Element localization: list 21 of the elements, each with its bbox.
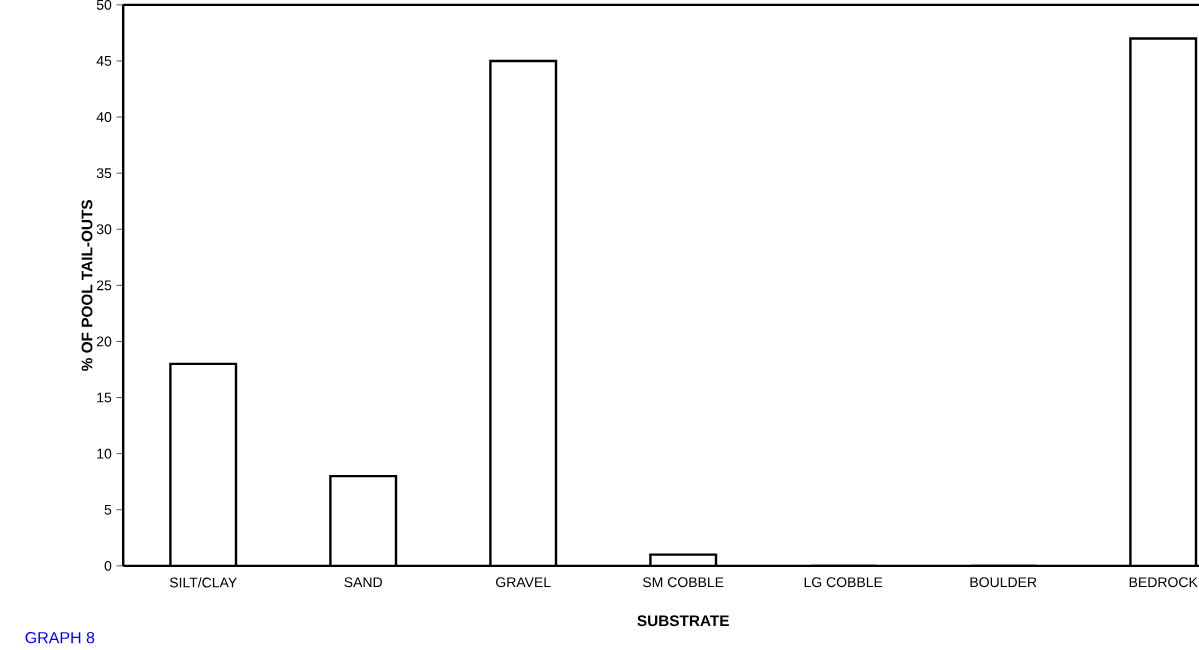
- x-tick-label: LG COBBLE: [804, 577, 883, 588]
- y-tick-label: 25: [96, 280, 112, 291]
- x-tick-label: BEDROCK: [1129, 577, 1198, 588]
- y-tick-label: 35: [96, 168, 112, 179]
- x-tick-label: GRAVEL: [496, 577, 551, 588]
- y-tick-label: 50: [96, 0, 112, 10]
- y-axis-title: % OF POOL TAIL-OUTS: [81, 200, 93, 371]
- x-tick-label: BOULDER: [970, 577, 1037, 588]
- y-tick-label: 20: [96, 336, 112, 347]
- y-tick-label: 0: [104, 560, 112, 571]
- x-tick-label: SAND: [344, 577, 382, 588]
- y-tick-label: 10: [97, 448, 112, 459]
- y-tick-label: 5: [104, 504, 112, 515]
- x-axis-title: SUBSTRATE: [637, 615, 729, 627]
- y-tick-label: 40: [96, 112, 112, 123]
- x-tick-label: SM COBBLE: [642, 577, 724, 588]
- x-tick-label: SILT/CLAY: [169, 577, 237, 588]
- y-tick-label: 30: [96, 224, 112, 235]
- caption: GRAPH 8: [25, 631, 95, 644]
- y-tick-label: 15: [97, 392, 112, 403]
- y-tick-label: 45: [96, 56, 112, 66]
